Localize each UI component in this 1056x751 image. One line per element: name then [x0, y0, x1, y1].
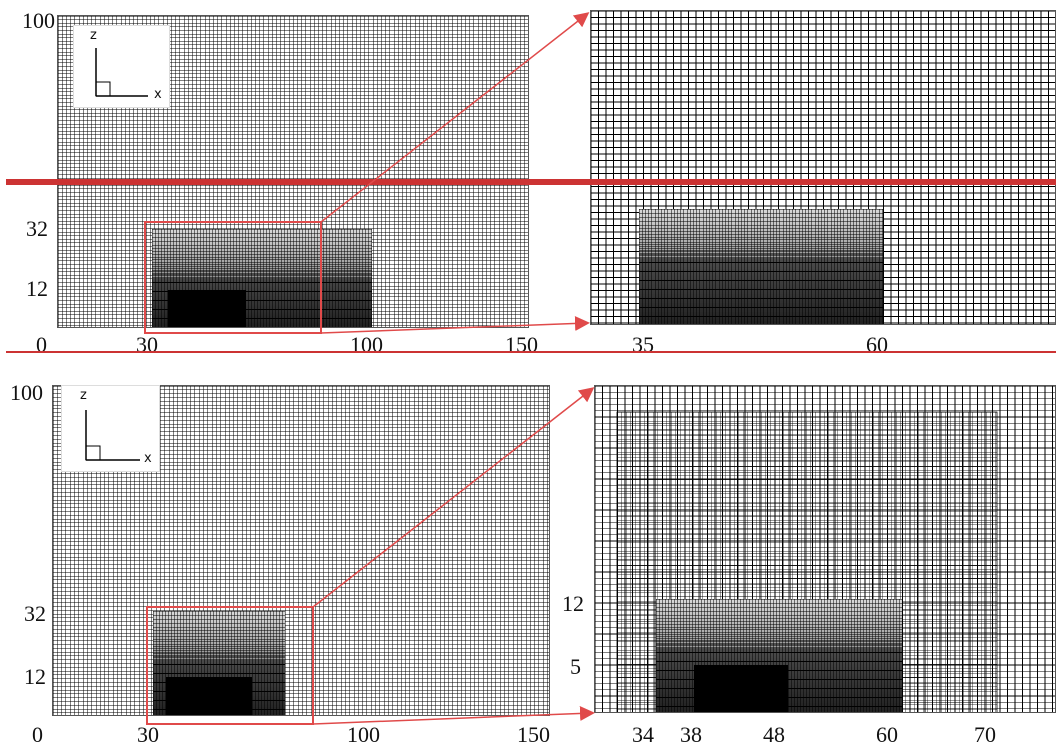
axis-label-z: z	[90, 28, 97, 43]
bottom-x-tick-0: 0	[32, 722, 43, 747]
bottom-x-tick-100: 100	[347, 722, 380, 747]
bottom-zoom-y-tick-5: 5	[570, 654, 581, 679]
bottom-y-tick-100: 100	[10, 380, 43, 405]
top-zoom-grid	[591, 11, 1055, 324]
axis-triad-icon	[85, 410, 140, 461]
bottom-zoom-y-tick-12: 12	[562, 591, 584, 616]
top-axes-indicator: z x	[73, 25, 170, 108]
bottom-x-tick-150: 150	[517, 722, 550, 747]
bottom-mesh-zoom	[594, 385, 1056, 713]
bottom-zoom-x-tick-34: 34	[632, 722, 654, 747]
refined-block	[638, 208, 883, 324]
bottom-zoom-x-tick-60: 60	[876, 722, 898, 747]
top-zoom-x-tick-35: 35	[632, 332, 654, 357]
bottom-axes-indicator: z x	[61, 385, 160, 472]
obstacle-body	[168, 290, 246, 327]
axis-label-x: x	[154, 87, 162, 102]
bottom-zoom-grid	[595, 386, 1055, 712]
bottom-zoom-x-tick-70: 70	[974, 722, 996, 747]
axis-label-x: x	[144, 451, 152, 466]
bottom-zoom-x-tick-48: 48	[763, 722, 785, 747]
top-x-tick-0: 0	[36, 332, 47, 357]
bottom-y-tick-32: 32	[24, 601, 46, 626]
axis-triad-icon	[95, 48, 148, 97]
top-y-tick-100: 100	[22, 8, 55, 33]
top-x-tick-100: 100	[350, 332, 383, 357]
top-x-tick-30: 30	[136, 332, 158, 357]
obstacle-body	[166, 677, 252, 715]
top-y-tick-12: 12	[26, 276, 48, 301]
obstacle-body	[694, 665, 788, 712]
bottom-x-tick-30: 30	[137, 722, 159, 747]
bottom-y-tick-12: 12	[24, 664, 46, 689]
bottom-zoom-x-tick-38: 38	[680, 722, 702, 747]
top-x-tick-150: 150	[505, 332, 538, 357]
top-mesh-zoom	[590, 10, 1056, 325]
axis-label-z: z	[80, 388, 87, 403]
top-zoom-x-tick-60: 60	[866, 332, 888, 357]
top-y-tick-32: 32	[26, 216, 48, 241]
